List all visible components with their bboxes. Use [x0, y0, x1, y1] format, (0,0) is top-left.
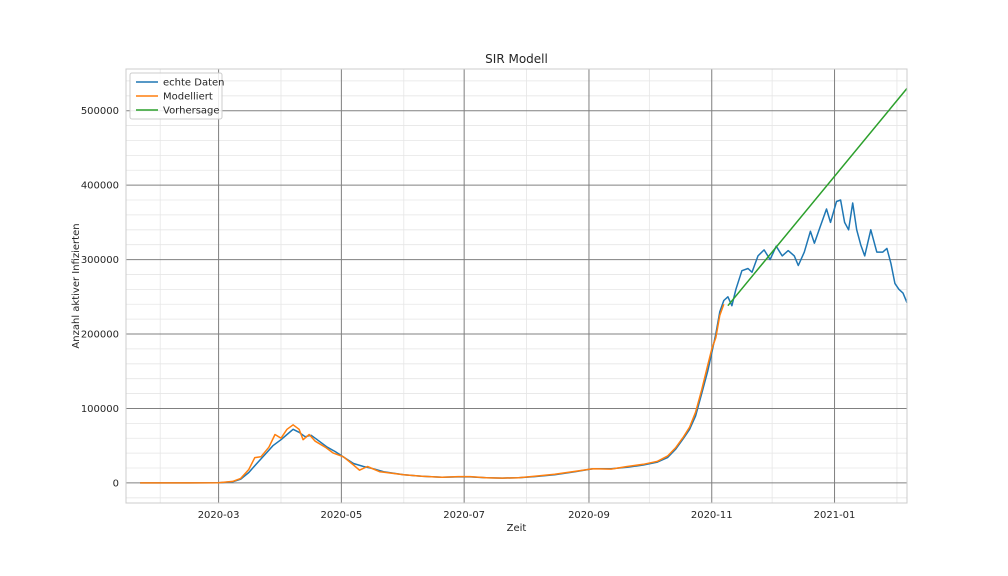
legend-box: [129, 72, 223, 120]
y-axis-title: Anzahl aktiver Infizierten: [71, 223, 82, 348]
chart-title: SIR Modell: [485, 52, 548, 66]
y-tick-label: 300000: [81, 255, 119, 266]
plot-frame: [125, 68, 908, 504]
legend-label: Vorhersage: [163, 106, 220, 117]
series-line-1: [140, 199, 908, 484]
x-tick-label: 2021-01: [814, 510, 856, 521]
plot-area: [126, 69, 907, 503]
series-line-2: [140, 303, 725, 484]
x-tick-label: 2020-09: [568, 510, 610, 521]
legend-label: echte Daten: [163, 78, 224, 89]
y-tick-label: 500000: [81, 106, 119, 117]
x-axis-title: Zeit: [507, 523, 527, 534]
series-layer: [140, 87, 908, 484]
y-tick-label: 0: [113, 478, 119, 489]
y-tick-label: 200000: [81, 330, 119, 341]
y-tick-label: 100000: [81, 404, 119, 415]
legend: echte Daten Modelliert Vorhersage: [129, 72, 224, 120]
major-grid: [126, 69, 907, 503]
x-tick-label: 2020-07: [443, 510, 485, 521]
x-tick-label: 2020-05: [320, 510, 362, 521]
x-axis: 2020-03 2020-05 2020-07 2020-09 2020-11 2021-…: [198, 510, 856, 521]
x-tick-label: 2020-11: [691, 510, 733, 521]
y-axis: 0 100000 200000 300000 400000 500000: [81, 106, 119, 489]
legend-label: Modelliert: [163, 92, 213, 103]
series-line-3: [727, 87, 908, 307]
x-tick-label: 2020-03: [198, 510, 240, 521]
y-tick-label: 400000: [81, 181, 119, 192]
